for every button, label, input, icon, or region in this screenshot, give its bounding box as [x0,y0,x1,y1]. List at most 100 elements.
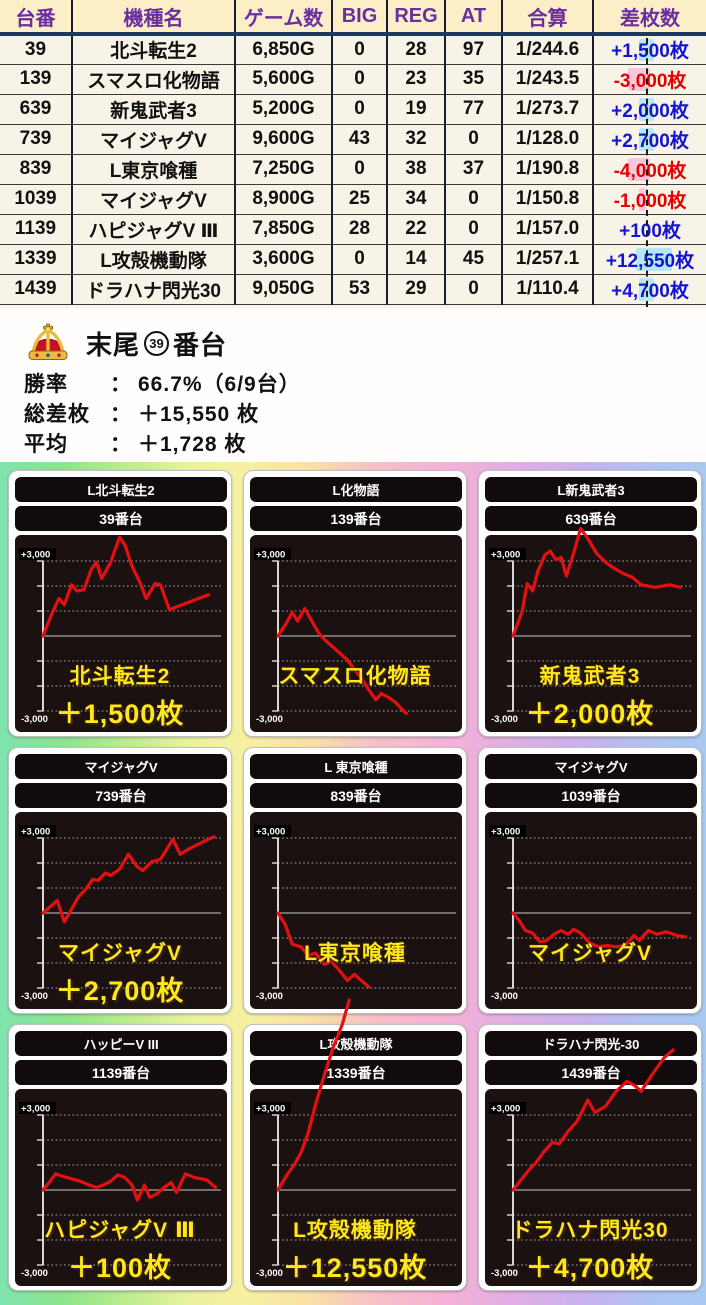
machine-chart-card: マイジャグV 739番台 +3,000 -3,000 マイジャグV ＋2,700枚 [8,747,232,1014]
machine-chart-card: L攻殻機動隊 1339番台 +3,000 -3,000 L攻殻機動隊 ＋12,550枚 [243,998,467,1291]
summary-label: 勝率 [24,373,68,396]
machine-unit-bar: 139番台 [250,506,462,531]
col-header-games: ゲーム数 [235,0,333,36]
cell-big: 53 [332,274,388,305]
cell-name: 北斗転生2 [72,34,236,65]
machine-unit-bar: 1439番台 [485,1060,697,1085]
cell-games: 8,900G [235,184,333,215]
cell-reg: 34 [387,184,446,215]
summary-row-average: 平均 ： ＋1,728 枚 [24,428,706,458]
cell-name: ハピジャグV Ⅲ [72,214,236,245]
overlay-machine-label: L攻殻機動隊 [293,1219,417,1242]
overlay-machine-label: スマスロ化物語 [278,665,432,688]
overlay-machine-label: ドラハナ閃光30 [511,1219,669,1242]
table-row: 639 新鬼武者3 5,200G 0 19 77 1/273.7 +2,000枚 [0,94,706,125]
cell-games: 3,600G [235,244,333,275]
summary-title-prefix: 末尾 [86,329,141,360]
cell-gosan: 1/128.0 [502,124,594,155]
cell-dai: 739 [0,124,73,155]
cell-big: 0 [332,154,388,185]
cell-diff: -1,000枚 [593,184,706,215]
machine-chart-card: L化物語 139番台 +3,000 -3,000 スマスロ化物語 [243,470,467,737]
machine-chart-card: L北斗転生2 39番台 +3,000 -3,000 北斗転生2 ＋1,500枚 [8,470,232,737]
cell-diff: -4,000枚 [593,154,706,185]
diff-value: +4,700枚 [611,280,689,302]
overlay-machine-label: マイジャグV [58,942,182,965]
cell-at: 0 [445,124,503,155]
summary-label: 平均 [24,433,68,456]
cell-big: 0 [332,244,388,275]
cell-at: 37 [445,154,503,185]
table-row: 1139 ハピジャグV Ⅲ 7,850G 28 22 0 1/157.0 +100枚 [0,214,706,245]
cell-at: 97 [445,34,503,65]
overlay-machine-label: 北斗転生2 [69,665,171,688]
machine-chart-card: ドラハナ閃光-30 1439番台 +3,000 -3,000 ドラハナ閃光30 ＋4,70… [478,1024,702,1291]
machine-chart-card: L新鬼武者3 639番台 +3,000 -3,000 新鬼武者3 ＋2,000枚 [478,470,702,737]
machine-chart-card: ハッピーV III 1139番台 +3,000 -3,000 ハピジャグV Ⅲ ＋100枚 [8,1024,232,1291]
diff-value: +2,000枚 [611,100,689,122]
table-row: 1039 マイジャグV 8,900G 25 34 0 1/150.8 -1,000枚 [0,184,706,215]
col-header-diff: 差枚数 [593,0,706,36]
col-header-big: BIG [332,0,388,36]
machine-name-bar: マイジャグV [15,754,227,779]
cell-gosan: 1/273.7 [502,94,594,125]
machine-chart-card: L 東京喰種 839番台 +3,000 -3,000 L東京喰種 [243,747,467,1014]
machine-unit-bar: 39番台 [15,506,227,531]
cell-games: 9,600G [235,124,333,155]
diff-value: -3,000枚 [613,70,687,92]
cell-name: マイジャグV [72,124,236,155]
diff-value: +1,500枚 [611,41,689,63]
cell-dai: 139 [0,64,73,95]
cell-big: 0 [332,34,388,65]
cell-name: スマスロ化物語 [72,64,236,95]
overlay-result-value: ＋2,700枚 [55,976,185,1006]
table-body: 39 北斗転生2 6,850G 0 28 97 1/244.6 +1,500枚 139 スマスロ化… [0,34,706,305]
diff-highlight-mark [639,187,646,211]
cell-games: 6,850G [235,34,333,65]
overlay-result-value: ＋1,500枚 [55,699,185,729]
machine-name-bar: ハッピーV III [15,1031,227,1056]
cell-diff: +100枚 [593,214,706,245]
cell-gosan: 1/190.8 [502,154,594,185]
machine-name-bar: L北斗転生2 [15,477,227,502]
cell-games: 7,850G [235,214,333,245]
table-row: 1439 ドラハナ閃光30 9,050G 53 29 0 1/110.4 +4,700枚 [0,274,706,305]
machine-unit-bar: 1139番台 [15,1060,227,1085]
page-break-dashed-line [646,38,648,307]
overlay-result-value: ＋12,550枚 [282,1253,428,1283]
cell-dai: 39 [0,34,73,65]
cell-at: 77 [445,94,503,125]
overlay-machine-label: ハピジャグV Ⅲ [44,1219,196,1242]
table-row: 739 マイジャグV 9,600G 43 32 0 1/128.0 +2,700枚 [0,124,706,155]
cell-gosan: 1/244.6 [502,34,594,65]
summary-winrate-value: 66.7%（6/9台） [138,373,301,396]
overlay-result-value: ＋2,000枚 [525,699,655,729]
table-row: 839 L東京喰種 7,250G 0 38 37 1/190.8 -4,000枚 [0,154,706,185]
machine-name-bar: マイジャグV [485,754,697,779]
diff-value: +2,700枚 [611,130,689,152]
cell-big: 25 [332,184,388,215]
cell-reg: 23 [387,64,446,95]
circled-number-39: 39 [144,330,170,356]
cell-dai: 1039 [0,184,73,215]
diff-value: -1,000枚 [613,190,687,212]
diff-value: -4,000枚 [613,160,687,182]
cell-dai: 839 [0,154,73,185]
cell-at: 35 [445,64,503,95]
chart-panel [485,812,697,1009]
overlay-machine-label: 新鬼武者3 [539,665,641,688]
cell-gosan: 1/257.1 [502,244,594,275]
cell-gosan: 1/150.8 [502,184,594,215]
summary-title-row: 末尾 39 番台 [24,318,706,368]
summary-colon: ： [110,403,132,426]
machine-name-bar: L新鬼武者3 [485,477,697,502]
table-row: 39 北斗転生2 6,850G 0 28 97 1/244.6 +1,500枚 [0,34,706,65]
diff-highlight-mark [628,157,650,181]
col-header-dai: 台番 [0,0,73,36]
cell-diff: +2,700枚 [593,124,706,155]
cell-name: L東京喰種 [72,154,236,185]
cell-diff: +1,500枚 [593,34,706,65]
machine-chart-card: マイジャグV 1039番台 +3,000 -3,000 マイジャグV [478,747,702,1014]
cell-reg: 19 [387,94,446,125]
machine-unit-bar: 639番台 [485,506,697,531]
